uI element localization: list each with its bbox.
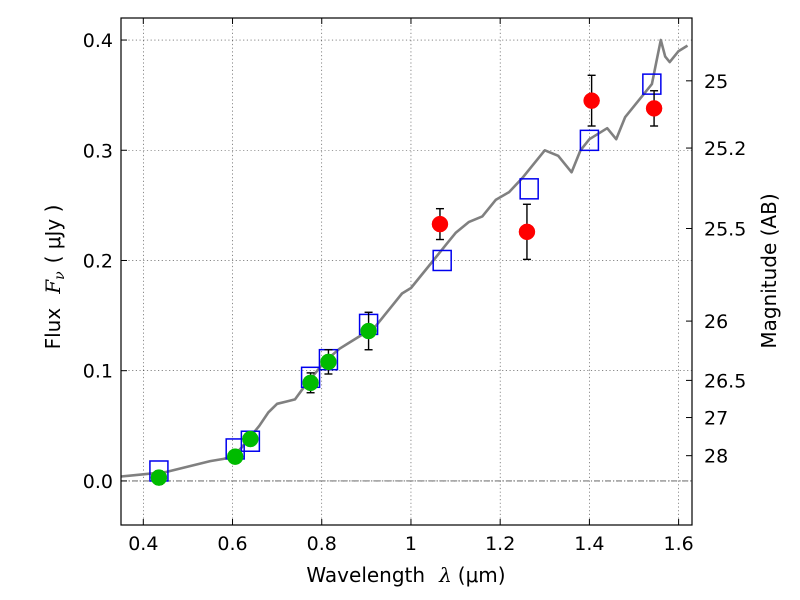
y-tick-label: 0.0: [83, 471, 113, 493]
axis-ticks: [121, 18, 692, 525]
grid: [121, 18, 692, 525]
magnitude-tick-label: 25.5: [704, 219, 746, 241]
optical-point: [360, 322, 377, 340]
y-tick-label: 0.1: [83, 361, 113, 383]
y-tick-label: 0.4: [83, 30, 113, 52]
x-tick-label: 0.8: [307, 533, 337, 555]
model-square-marker: [432, 249, 452, 272]
y-axis-subscript: ν: [52, 271, 68, 280]
y-axis-unit: ( μJy ): [41, 205, 65, 264]
model-square-marker: [642, 73, 662, 95]
x-tick-label: 1.6: [664, 533, 694, 555]
x-tick-label: 0.6: [217, 533, 247, 555]
magnitude-tick-label: 26.5: [704, 370, 746, 392]
magnitude-tick-label: 28: [704, 446, 728, 468]
optical-point: [242, 430, 259, 448]
x-axis-title: Wavelength λ (μm): [306, 563, 505, 587]
model-square-marker: [519, 178, 539, 200]
axis-labels: 0.4 0.6 0.8 1 1.2 1.4 1.6 0.0 0.1 0.2 0.3 0.4 25 25.2…: [83, 30, 747, 555]
x-tick-label: 1: [405, 533, 417, 555]
y-tick-label: 0.3: [83, 140, 113, 162]
x-axis-symbol: λ: [438, 563, 452, 587]
x-axis-title-text: Wavelength: [306, 563, 425, 587]
magnitude-tick-label: 27: [704, 408, 728, 430]
template-sed-line: [120, 38, 689, 478]
y-tick-label: 0.2: [83, 250, 113, 272]
magnitude-tick-label: 25: [704, 71, 728, 93]
x-axis-unit: (μm): [458, 563, 506, 587]
secondary-y-axis-title: Magnitude (AB): [757, 193, 781, 348]
infrared-point: [431, 215, 449, 233]
y-axis-title-text: Flux: [41, 308, 65, 350]
infrared-point: [518, 223, 536, 241]
optical-point: [320, 353, 337, 371]
infrared-point: [645, 100, 663, 117]
magnitude-tick-label: 25.2: [704, 138, 746, 160]
plot-area: [120, 38, 689, 486]
x-tick-label: 0.4: [128, 533, 158, 555]
x-tick-label: 1.4: [574, 533, 604, 555]
y-axis-symbol: F: [41, 279, 65, 295]
model-square-marker: [579, 129, 600, 152]
plot-frame: [120, 17, 693, 526]
optical-point: [302, 374, 319, 392]
y-axis-title: Flux Fν ( μJy ): [41, 205, 68, 350]
magnitude-tick-label: 26: [704, 311, 728, 333]
infrared-point: [583, 92, 600, 109]
optical-point: [150, 469, 168, 486]
x-tick-label: 1.2: [485, 533, 515, 555]
optical-point: [226, 448, 244, 465]
